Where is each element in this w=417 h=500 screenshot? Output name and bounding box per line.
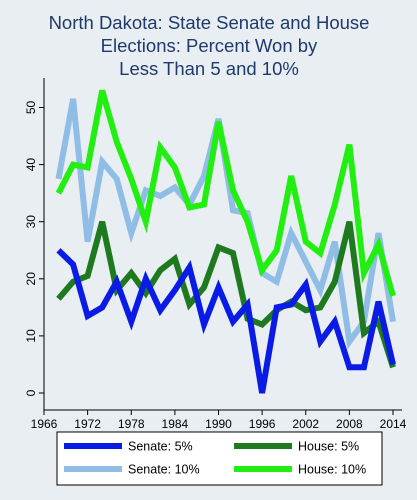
- series-line-house-5: [56, 220, 396, 369]
- legend-item: Senate: 5%: [64, 440, 193, 454]
- x-tick-label: 2002: [292, 417, 319, 431]
- y-tick-label: 20: [24, 272, 38, 286]
- x-tick-label: 1990: [205, 417, 232, 431]
- x-tick-label: 1978: [118, 417, 145, 431]
- y-tick-label: 50: [24, 101, 38, 115]
- chart-title-line: Less Than 5 and 10%: [119, 58, 299, 79]
- legend-item: Senate: 10%: [64, 463, 200, 477]
- x-tick-label: 1972: [74, 417, 101, 431]
- chart-title-line: Elections: Percent Won by: [101, 35, 318, 56]
- x-axis: 1966 1972 1978 1984 1990 1996 2002 2008 2014: [31, 409, 407, 431]
- legend-label: Senate: 10%: [128, 463, 200, 477]
- legend-label: House: 5%: [298, 440, 359, 454]
- y-tick-label: 30: [24, 215, 38, 229]
- x-tick-label: 1984: [162, 417, 189, 431]
- legend-label: House: 10%: [298, 463, 366, 477]
- x-tick-label: 1966: [31, 417, 58, 431]
- chart-title: North Dakota: State Senate and HouseElec…: [49, 12, 370, 79]
- series-line-house-10: [55, 89, 396, 297]
- series-line-senate-5: [56, 248, 396, 394]
- y-tick-label: 0: [24, 389, 38, 396]
- legend-label: Senate: 5%: [128, 440, 193, 454]
- legend-item: House: 5%: [234, 440, 359, 454]
- x-tick-label: 2008: [336, 417, 363, 431]
- y-tick-label: 40: [24, 158, 38, 172]
- chart-title-line: North Dakota: State Senate and House: [49, 12, 370, 33]
- y-tick-label: 10: [24, 329, 38, 343]
- x-tick-label: 2014: [380, 417, 407, 431]
- legend-item: House: 10%: [234, 463, 366, 477]
- y-axis: 0 10 20 30 40 50: [24, 78, 45, 410]
- series-lines: [55, 89, 396, 394]
- x-tick-label: 1996: [249, 417, 276, 431]
- legend: Senate: 5% House: 5% Senate: 10% House: 10%: [56, 431, 383, 486]
- legend-box: [56, 431, 383, 486]
